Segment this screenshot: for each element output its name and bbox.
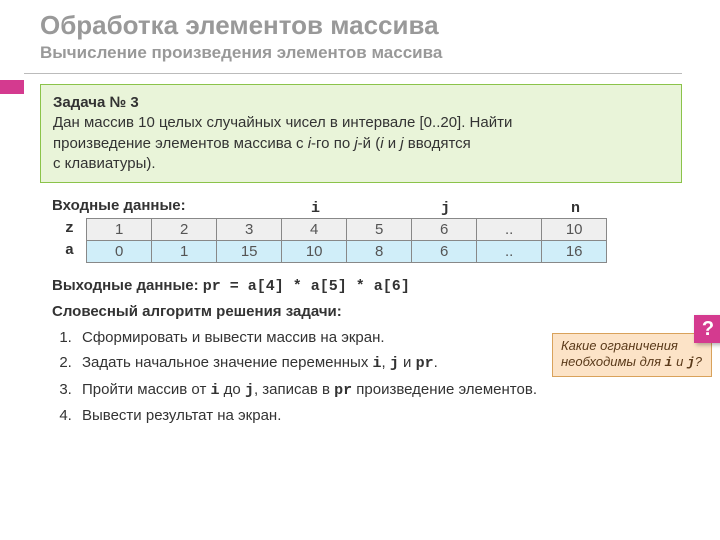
- slide-header: Обработка элементов массива Вычисление п…: [0, 0, 720, 69]
- output-line: Выходные данные: pr = a[4] * a[5] * a[6]: [52, 277, 682, 295]
- task-text-line2d: и: [384, 135, 401, 152]
- col-label-n: n: [543, 200, 608, 217]
- cell: 10: [282, 241, 347, 263]
- divider: [24, 73, 682, 74]
- cell: 1: [87, 219, 152, 241]
- task-text-line2b: -го по: [311, 135, 354, 152]
- list-item: Вывести результат на экран.: [76, 404, 682, 427]
- cell: 6: [412, 241, 477, 263]
- algorithm-label: Словесный алгоритм решения задачи:: [52, 303, 682, 320]
- task-text-line2e: вводятся: [404, 135, 471, 152]
- cell: 10: [542, 219, 607, 241]
- table-row: 1 2 3 4 5 6 .. 10: [87, 219, 607, 241]
- task-box: Задача № 3 Дан массив 10 целых случайных…: [40, 84, 682, 183]
- page-title: Обработка элементов массива: [40, 10, 680, 41]
- page-subtitle: Вычисление произведения элементов массив…: [40, 43, 680, 63]
- cell: 16: [542, 241, 607, 263]
- cell: 15: [217, 241, 282, 263]
- data-table-wrap: i j n z a 1 2 3 4 5 6 .. 10 0 1 1: [52, 218, 682, 263]
- column-labels: i j n: [88, 200, 608, 217]
- hint-line2b: и: [672, 354, 686, 369]
- cell: ..: [477, 241, 542, 263]
- output-expression: pr = a[4] * a[5] * a[6]: [203, 278, 410, 295]
- cell: 8: [347, 241, 412, 263]
- task-text-line2c: -й (: [358, 135, 381, 152]
- cell: 3: [217, 219, 282, 241]
- row-label-a: a: [52, 240, 82, 262]
- cell: 5: [347, 219, 412, 241]
- question-badge: ?: [694, 315, 720, 343]
- var-pr: pr: [416, 355, 434, 372]
- col-label-i: i: [283, 200, 348, 217]
- task-text-line1: Дан массив 10 целых случайных чисел в ин…: [53, 114, 512, 131]
- cell: 2: [152, 219, 217, 241]
- cell: ..: [477, 219, 542, 241]
- var-i: i: [210, 382, 219, 399]
- hint-line2a: необходимы для: [561, 354, 665, 369]
- col-label-j: j: [413, 200, 478, 217]
- list-item: Пройти массив от i до j, записав в pr пр…: [76, 378, 682, 402]
- cell: 6: [412, 219, 477, 241]
- task-text-line2a: произведение элементов массива с: [53, 135, 308, 152]
- cell: 4: [282, 219, 347, 241]
- hint-line2c: ?: [695, 354, 702, 369]
- task-label: Задача № 3: [53, 94, 139, 111]
- accent-bar: [0, 80, 24, 94]
- table-row: 0 1 15 10 8 6 .. 16: [87, 241, 607, 263]
- output-label: Выходные данные:: [52, 277, 203, 294]
- var-j: j: [245, 382, 254, 399]
- data-table: 1 2 3 4 5 6 .. 10 0 1 15 10 8 6 .. 16: [86, 218, 607, 263]
- var-i: i: [373, 355, 382, 372]
- var-j: j: [390, 355, 399, 372]
- var-pr: pr: [334, 382, 352, 399]
- cell: 0: [87, 241, 152, 263]
- var-j: j: [687, 355, 695, 370]
- content-area: Входные данные: i j n z a 1 2 3 4 5 6 ..…: [0, 197, 720, 427]
- row-label-z: z: [52, 218, 82, 240]
- cell: 1: [152, 241, 217, 263]
- row-labels: z a: [52, 218, 82, 262]
- task-text-line3: с клавиатуры).: [53, 155, 156, 172]
- hint-box: Какие ограничения необходимы для i и j?: [552, 333, 712, 377]
- hint-line1: Какие ограничения: [561, 338, 678, 353]
